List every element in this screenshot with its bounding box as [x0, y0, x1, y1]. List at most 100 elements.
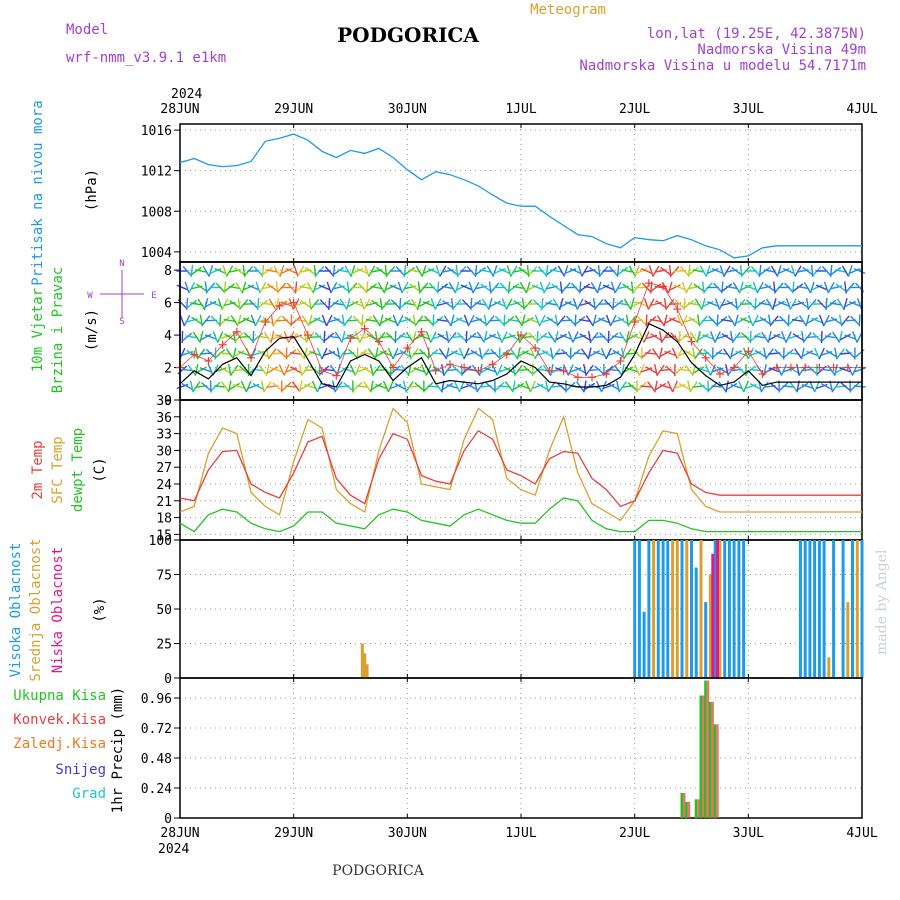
- wind-arrow: [290, 316, 302, 325]
- wind-arrow: [275, 334, 288, 340]
- wind-arrow: [664, 350, 677, 357]
- wind-arrow: [306, 282, 314, 293]
- wind-arrow: [232, 330, 237, 344]
- wind-arrow: [541, 299, 553, 309]
- wind-arrow: [725, 363, 729, 377]
- time-label-top: 3JUL: [733, 102, 764, 117]
- wind-arrow: [255, 281, 261, 294]
- wind-arrow: [631, 300, 643, 308]
- wind-arrow: [179, 314, 186, 327]
- wind-arrow: [741, 332, 751, 342]
- wind-arrow: [341, 331, 346, 343]
- wind-arrow: [851, 331, 858, 343]
- conv-precip-bar: [711, 701, 714, 819]
- wind-arrow: [425, 331, 432, 343]
- wind-arrow: [230, 315, 239, 326]
- wind-arrow: [460, 284, 473, 291]
- total-precip-bar: [708, 701, 712, 819]
- wind-arrow: [270, 331, 275, 343]
- wind-arrow: [309, 317, 321, 324]
- wind-arrow: [749, 382, 762, 391]
- wind-arrow: [384, 317, 397, 324]
- high-cloud-bar: [732, 540, 736, 678]
- wind-arrow: [692, 269, 705, 273]
- wind-arrow: [189, 380, 194, 393]
- wind-arrow: [516, 330, 521, 344]
- wind-arrow: [472, 281, 480, 294]
- total-precip-bar: [680, 793, 683, 818]
- temp2m-line: [179, 429, 862, 508]
- mid-cloud-bar: [718, 540, 722, 678]
- conv-precip-bar: [706, 680, 710, 818]
- wind-arrow: [587, 347, 592, 360]
- wind-arrow: [276, 348, 287, 359]
- wind-arrow: [727, 315, 736, 326]
- wind-arrow: [214, 267, 226, 275]
- wind-arrow: [645, 366, 657, 374]
- wind-arrow: [356, 385, 369, 388]
- wind-arrow: [614, 364, 623, 376]
- wind-arrow: [466, 266, 476, 276]
- mid-cloud-bar: [365, 664, 369, 678]
- wind-arrow: [410, 298, 419, 310]
- tick-label: 27: [156, 461, 172, 476]
- wind-arrow: [237, 298, 241, 310]
- wind-arrow: [545, 380, 550, 393]
- wind-arrow: [219, 366, 231, 374]
- wind-arrow: [298, 363, 303, 377]
- wind-arrow: [815, 383, 828, 390]
- wind-arrow: [579, 333, 591, 341]
- wind-arrow: [324, 266, 334, 276]
- wind-arrow: [721, 281, 724, 294]
- wind-arrow: [507, 281, 511, 294]
- wind-arrow: [427, 385, 440, 388]
- wind-arrow: [583, 285, 596, 290]
- wind-arrow: [589, 266, 600, 276]
- wind-arrow: [818, 314, 825, 327]
- wind-arrow: [283, 364, 290, 376]
- wind-arrow: [475, 266, 487, 276]
- wind-arrow: [476, 331, 485, 343]
- wind-arrow: [809, 281, 815, 294]
- wind-arrow: [830, 266, 842, 276]
- wind-arrow: [248, 299, 259, 309]
- wind-arrow: [422, 267, 435, 275]
- wind-arrow: [669, 317, 681, 324]
- wind-arrow: [817, 299, 827, 309]
- wind-arrow: [719, 265, 725, 277]
- wind-arrow: [789, 381, 798, 392]
- wind-arrow: [301, 315, 310, 326]
- wind-arrow: [834, 347, 838, 360]
- wind-arrow: [736, 365, 747, 375]
- wind-arrow: [493, 301, 506, 307]
- tick-label: 33: [156, 428, 172, 443]
- wind-arrow: [321, 314, 328, 327]
- wind-arrow: [806, 317, 818, 324]
- wind-arrow: [794, 348, 803, 359]
- wind-arrow: [761, 331, 769, 343]
- wind-arrow: [451, 350, 463, 357]
- wind-arrow: [537, 266, 547, 276]
- wind-arrow: [294, 281, 298, 294]
- wind-arrow: [448, 282, 456, 293]
- wind-arrow: [437, 333, 449, 341]
- wind-arrow: [519, 282, 528, 293]
- wind-arrow: [718, 381, 727, 392]
- wind-arrow: [697, 367, 710, 373]
- tick-label: 0.48: [141, 752, 172, 767]
- wind-arrow: [475, 316, 487, 325]
- wind-arrow: [232, 347, 237, 360]
- wind-arrow: [513, 382, 525, 391]
- wind-arrow: [765, 298, 774, 310]
- wind-arrow: [780, 364, 787, 376]
- wind-arrow: [602, 284, 615, 291]
- wind-arrow: [546, 316, 558, 325]
- wind-arrow: [744, 383, 757, 390]
- wind-arrow: [379, 314, 384, 327]
- wind-arrow: [555, 333, 567, 341]
- wind-arrow: [721, 333, 733, 341]
- wind-arrow: [693, 283, 704, 292]
- wind-arrow: [392, 347, 399, 360]
- wind-arrow: [190, 264, 194, 278]
- wind-arrow: [274, 298, 280, 310]
